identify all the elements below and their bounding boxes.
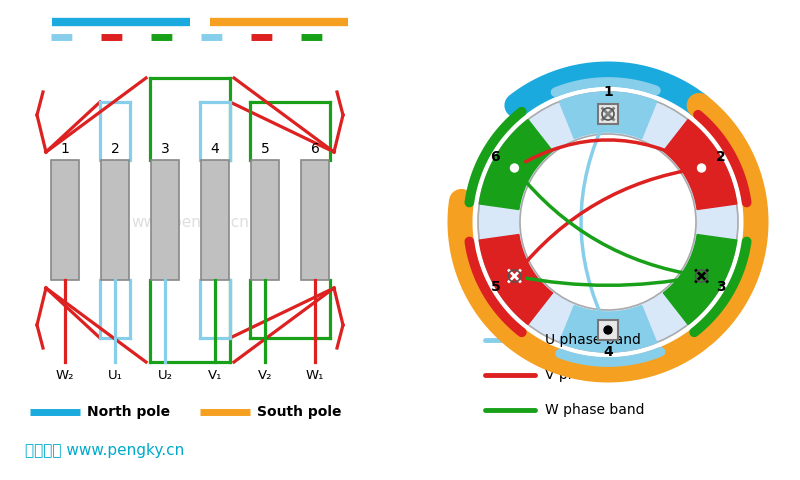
Text: www.pengky.cn: www.pengky.cn bbox=[542, 225, 649, 239]
Text: W₁: W₁ bbox=[306, 369, 324, 382]
Circle shape bbox=[505, 158, 525, 178]
Circle shape bbox=[478, 92, 738, 352]
Text: V phase band: V phase band bbox=[545, 368, 640, 382]
Text: V₂: V₂ bbox=[258, 369, 272, 382]
Circle shape bbox=[691, 266, 711, 286]
Text: 鹏茈科艺 www.pengky.cn: 鹏茈科艺 www.pengky.cn bbox=[25, 443, 184, 457]
Text: 5: 5 bbox=[261, 142, 270, 156]
Text: V₁: V₁ bbox=[208, 369, 222, 382]
Circle shape bbox=[510, 164, 518, 172]
Text: W phase band: W phase band bbox=[545, 403, 645, 417]
Polygon shape bbox=[559, 305, 657, 352]
FancyBboxPatch shape bbox=[598, 104, 618, 124]
Polygon shape bbox=[663, 235, 737, 324]
Text: 6: 6 bbox=[490, 150, 500, 164]
Text: South pole: South pole bbox=[257, 405, 342, 419]
Bar bbox=[251, 160, 279, 280]
Circle shape bbox=[691, 158, 711, 178]
Text: 5: 5 bbox=[490, 280, 500, 294]
Text: North pole: North pole bbox=[87, 405, 170, 419]
Bar bbox=[101, 160, 129, 280]
Circle shape bbox=[698, 164, 706, 172]
Bar bbox=[301, 160, 329, 280]
Text: 2: 2 bbox=[110, 142, 119, 156]
Polygon shape bbox=[479, 120, 553, 209]
Text: 2: 2 bbox=[716, 150, 726, 164]
Text: U₁: U₁ bbox=[107, 369, 122, 382]
Polygon shape bbox=[479, 235, 553, 324]
Text: U phase band: U phase band bbox=[545, 333, 641, 347]
Polygon shape bbox=[663, 120, 737, 209]
Circle shape bbox=[604, 326, 612, 334]
Circle shape bbox=[520, 134, 696, 310]
Text: W₂: W₂ bbox=[56, 369, 74, 382]
Text: 3: 3 bbox=[716, 280, 726, 294]
Text: 4: 4 bbox=[603, 345, 613, 359]
Bar bbox=[51, 160, 79, 280]
Circle shape bbox=[505, 266, 525, 286]
Text: 6: 6 bbox=[310, 142, 319, 156]
Text: www.pengky.cn: www.pengky.cn bbox=[131, 215, 249, 229]
Text: U₂: U₂ bbox=[158, 369, 173, 382]
Bar bbox=[201, 160, 229, 280]
Text: 4: 4 bbox=[210, 142, 219, 156]
Polygon shape bbox=[559, 92, 657, 139]
Text: 1: 1 bbox=[603, 85, 613, 99]
Text: 1: 1 bbox=[61, 142, 70, 156]
Text: 3: 3 bbox=[161, 142, 170, 156]
FancyBboxPatch shape bbox=[598, 320, 618, 340]
Bar bbox=[151, 160, 179, 280]
